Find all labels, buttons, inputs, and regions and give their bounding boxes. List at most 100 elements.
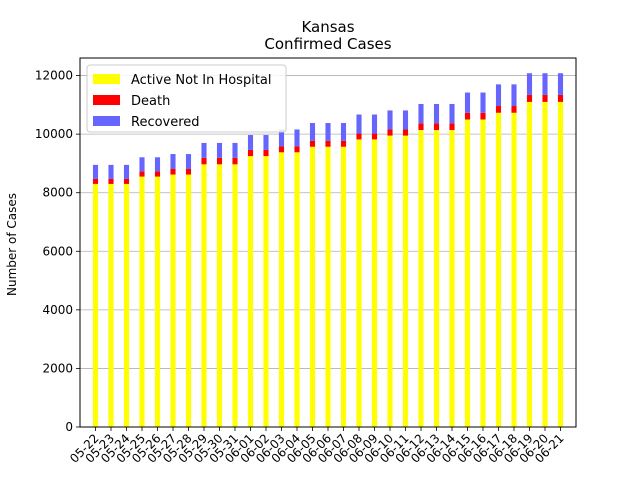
bar-segment bbox=[402, 129, 409, 136]
bar-segment bbox=[557, 73, 564, 95]
chart-subtitle: Confirmed Cases bbox=[264, 35, 391, 53]
bar-segment bbox=[542, 101, 548, 427]
bar-segment bbox=[201, 157, 207, 165]
bar-segment bbox=[464, 119, 471, 427]
bar-segment bbox=[247, 135, 254, 150]
x-axis: 05-2205-2305-2405-2505-2605-2705-2805-29… bbox=[67, 427, 567, 466]
bar-segment bbox=[154, 157, 161, 172]
y-tick-label: 8000 bbox=[42, 186, 73, 200]
bar-segment bbox=[92, 164, 99, 179]
bar-segment bbox=[232, 157, 238, 165]
y-tick-label: 10000 bbox=[35, 127, 73, 141]
bar-segment bbox=[464, 92, 471, 113]
bar-segment bbox=[92, 178, 99, 184]
legend-label: Recovered bbox=[131, 115, 200, 130]
bar-segment bbox=[185, 168, 192, 175]
bar-segment bbox=[371, 114, 378, 134]
bar-segment bbox=[371, 139, 378, 427]
bar-segment bbox=[170, 174, 176, 427]
bar-segment bbox=[123, 183, 130, 427]
bar-segment bbox=[294, 152, 300, 428]
y-tick-label: 6000 bbox=[42, 244, 73, 258]
bar-segment bbox=[402, 135, 409, 427]
bar-segment bbox=[511, 84, 517, 107]
bar-segment bbox=[92, 183, 99, 427]
bar-segment bbox=[449, 130, 455, 428]
bar-segment bbox=[185, 174, 192, 427]
bar-segment bbox=[526, 73, 533, 95]
bar-segment bbox=[309, 123, 316, 141]
bar-segment bbox=[294, 129, 300, 147]
bar-segment bbox=[557, 101, 564, 427]
bar-segment bbox=[526, 94, 533, 102]
bar-segment bbox=[278, 152, 285, 428]
bar-segment bbox=[480, 92, 486, 113]
bar-segment bbox=[433, 130, 440, 428]
bar-segment bbox=[449, 103, 455, 124]
bar-segment bbox=[309, 146, 316, 427]
bar-segment bbox=[356, 139, 362, 427]
bar-segment bbox=[278, 129, 285, 147]
bar-segment bbox=[433, 123, 440, 131]
legend-swatch bbox=[93, 116, 120, 126]
bar-segment bbox=[170, 154, 176, 169]
bar-segment bbox=[154, 171, 161, 177]
bar-segment bbox=[201, 164, 207, 428]
chart-title: Kansas bbox=[301, 18, 354, 36]
bar-segment bbox=[325, 146, 331, 427]
bar-segment bbox=[495, 84, 502, 107]
bar-segment bbox=[495, 112, 502, 427]
bar-segment bbox=[511, 106, 517, 113]
bar-segment bbox=[356, 114, 362, 134]
bar-segment bbox=[511, 112, 517, 427]
bar-segment bbox=[232, 164, 238, 428]
y-tick-label: 4000 bbox=[42, 303, 73, 317]
bar-segment bbox=[325, 123, 331, 141]
bar-segment bbox=[170, 168, 176, 175]
bar-segment bbox=[123, 178, 130, 184]
bar-segment bbox=[464, 112, 471, 120]
bar-segment bbox=[495, 106, 502, 113]
legend: Active Not In Hospital Death Recovered bbox=[86, 64, 287, 133]
y-tick-label: 2000 bbox=[42, 361, 73, 375]
bar-segment bbox=[418, 103, 424, 124]
y-tick-label: 12000 bbox=[35, 69, 73, 83]
bar-segment bbox=[542, 73, 548, 95]
bar-segment bbox=[387, 110, 393, 130]
bar-segment bbox=[480, 112, 486, 120]
bars-layer bbox=[92, 73, 564, 428]
bar-segment bbox=[402, 110, 409, 130]
y-tick-label: 0 bbox=[65, 420, 73, 434]
bar-segment bbox=[433, 103, 440, 124]
legend-swatch bbox=[93, 74, 120, 84]
bar-segment bbox=[263, 149, 269, 157]
bar-segment bbox=[216, 157, 223, 165]
bar-segment bbox=[108, 164, 114, 179]
bar-segment bbox=[309, 140, 316, 147]
bar-segment bbox=[139, 171, 145, 177]
bar-segment bbox=[480, 119, 486, 427]
legend-swatch bbox=[93, 95, 120, 105]
bar-segment bbox=[340, 146, 347, 427]
bar-segment bbox=[418, 130, 424, 428]
bar-segment bbox=[201, 142, 207, 158]
bar-segment bbox=[154, 176, 161, 427]
legend-box bbox=[86, 64, 287, 133]
bar-segment bbox=[263, 135, 269, 150]
bar-segment bbox=[325, 140, 331, 147]
bar-segment bbox=[232, 142, 238, 158]
bar-segment bbox=[418, 123, 424, 131]
bar-segment bbox=[340, 123, 347, 141]
legend-label: Active Not In Hospital bbox=[131, 73, 272, 88]
bar-segment bbox=[139, 176, 145, 427]
bar-segment bbox=[371, 133, 378, 140]
bar-segment bbox=[387, 129, 393, 136]
bar-segment bbox=[278, 146, 285, 153]
bar-segment bbox=[216, 164, 223, 428]
bar-segment bbox=[340, 140, 347, 147]
bar-segment bbox=[263, 156, 269, 427]
legend-label: Death bbox=[131, 94, 170, 109]
bar-segment bbox=[526, 101, 533, 427]
